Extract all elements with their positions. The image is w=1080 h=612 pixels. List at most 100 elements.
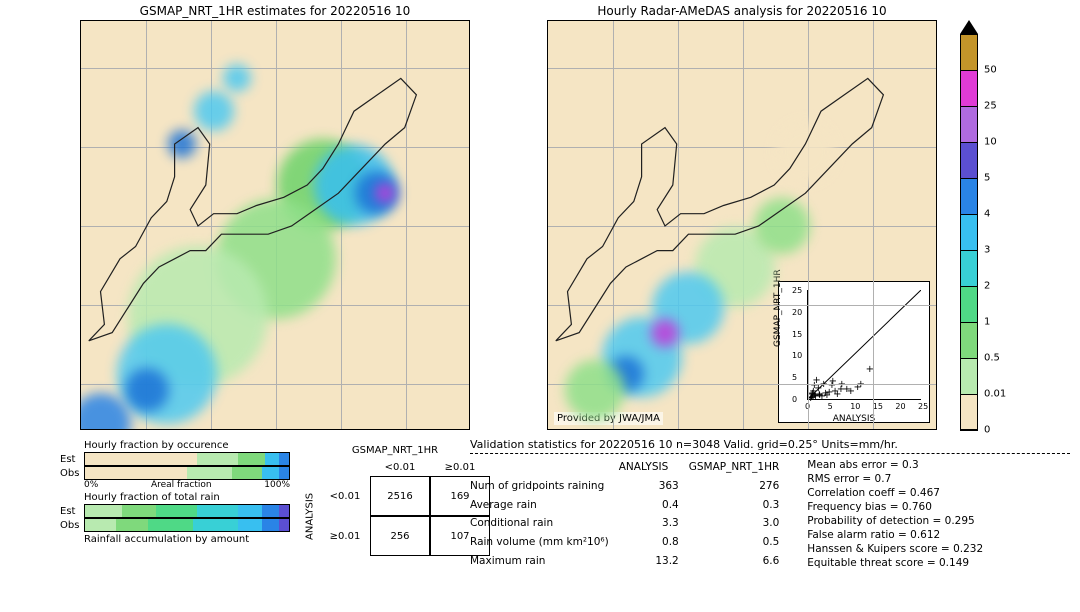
scatter-point: + (866, 368, 870, 372)
contingency-table: GSMAP_NRT_1HR <0.01≥0.01ANALYSIS<0.01251… (300, 445, 490, 556)
colorbar-segment (960, 214, 978, 250)
stats-cell: 0.5 (689, 533, 790, 552)
fraction-bar (84, 518, 290, 532)
stats-cell: 3.3 (619, 514, 689, 533)
colorbar-tick: 1 (984, 317, 990, 328)
scatter-xlabel: ANALYSIS (779, 414, 929, 424)
colorbar-tick: 3 (984, 245, 990, 256)
stats-metric: False alarm ratio = 0.612 (807, 528, 983, 542)
scatter-point: + (833, 393, 837, 397)
ct-empty (300, 458, 320, 476)
ct-col-header: <0.01 (370, 458, 430, 476)
precip-blob (651, 319, 679, 347)
colorbar-tick: 0 (984, 425, 990, 436)
colorbar-tick: 50 (984, 65, 997, 76)
scale-100: 100% (264, 480, 290, 490)
stats-cell: Num of gridpoints raining (470, 477, 619, 496)
ct-row-header: <0.01 (320, 476, 370, 516)
colorbar-segment (960, 178, 978, 214)
colorbar-tick: 4 (984, 209, 990, 220)
colorbar-segment (960, 34, 978, 70)
map-panel-amedas: Hourly Radar-AMeDAS analysis for 2022051… (547, 20, 937, 430)
colorbar-segment (960, 394, 978, 430)
colorbar-segment (960, 106, 978, 142)
stats-metric: RMS error = 0.7 (807, 472, 983, 486)
stats-cell: Rain volume (mm km²10⁶) (470, 533, 619, 552)
contingency-col-title: GSMAP_NRT_1HR (300, 445, 490, 456)
stats-metric: Correlation coeff = 0.467 (807, 486, 983, 500)
scatter-ylabel: GSMAP_NRT_1HR (773, 269, 783, 347)
scatter-point: + (823, 394, 827, 398)
map-panel-gsmap: GSMAP_NRT_1HR estimates for 20220516 10 … (80, 20, 470, 430)
fraction-row-label: Obs (60, 468, 84, 479)
stats-cell: Average rain (470, 495, 619, 514)
ct-cell: 2516 (370, 476, 430, 516)
colorbar-tick: 0.01 (984, 389, 1006, 400)
stats-metric: Hanssen & Kuipers score = 0.232 (807, 542, 983, 556)
stats-cell: 6.6 (689, 551, 790, 570)
fraction-title-2: Hourly fraction of total rain (84, 492, 290, 503)
map-box-amedas: 00551010151520202525++++++++++++++++++++… (547, 20, 937, 430)
precip-blob (194, 91, 234, 131)
colorbar-segment (960, 286, 978, 322)
fraction-row-label: Est (60, 454, 84, 465)
colorbar: 00.010.512345102550 (960, 20, 978, 430)
stats-metric: Probability of detection = 0.295 (807, 514, 983, 528)
precip-blob (223, 64, 251, 92)
stats-metric: Mean abs error = 0.3 (807, 458, 983, 472)
stats-cell: 276 (689, 477, 790, 496)
colorbar-tick: 25 (984, 101, 997, 112)
scale-label: Areal fraction (98, 480, 264, 490)
colorbar-tick: 10 (984, 137, 997, 148)
stats-metric: Frequency bias = 0.760 (807, 500, 983, 514)
fraction-title-3: Rainfall accumulation by amount (84, 534, 290, 545)
map-box-gsmap: 125°E130°E135°E140°E145°E25°N30°N35°N40°… (80, 20, 470, 430)
stats-header: Validation statistics for 20220516 10 n=… (470, 438, 1070, 451)
ct-empty (320, 458, 370, 476)
fraction-bar (84, 504, 290, 518)
precip-blob (565, 360, 625, 420)
precip-blob (754, 198, 810, 254)
scale-0: 0% (84, 480, 98, 490)
fraction-bar (84, 466, 290, 480)
stats-cell: 0.8 (619, 533, 689, 552)
ct-row-header: ≥0.01 (320, 516, 370, 556)
colorbar-arrow-icon (960, 20, 978, 34)
stats-divider (470, 453, 1070, 454)
stats-col-header: GSMAP_NRT_1HR (689, 458, 790, 477)
stats-cell: 3.0 (689, 514, 790, 533)
stats-cell: 363 (619, 477, 689, 496)
colorbar-segment (960, 70, 978, 106)
stats-col-header: ANALYSIS (619, 458, 689, 477)
fraction-row-label: Est (60, 506, 84, 517)
precip-blob (125, 368, 169, 412)
ct-cell: 256 (370, 516, 430, 556)
scatter-point: + (847, 390, 851, 394)
ct-row-title: ANALYSIS (300, 476, 320, 556)
colorbar-segment (960, 142, 978, 178)
map-title-gsmap: GSMAP_NRT_1HR estimates for 20220516 10 (80, 4, 470, 18)
map-title-amedas: Hourly Radar-AMeDAS analysis for 2022051… (547, 4, 937, 18)
stats-table: ANALYSISGSMAP_NRT_1HR Num of gridpoints r… (470, 458, 789, 570)
scatter-point: + (812, 379, 816, 383)
colorbar-segment (960, 322, 978, 358)
fraction-row-label: Obs (60, 520, 84, 531)
stats-cell: 0.4 (619, 495, 689, 514)
colorbar-tick: 5 (984, 173, 990, 184)
fraction-title-1: Hourly fraction by occurence (84, 440, 290, 451)
precip-blob (168, 130, 196, 158)
fraction-bar (84, 452, 290, 466)
stats-cell: Conditional rain (470, 514, 619, 533)
fraction-bars: Hourly fraction by occurence Est Obs 0% A… (60, 438, 290, 546)
stats-col-header (470, 458, 619, 477)
validation-stats: Validation statistics for 20220516 10 n=… (470, 438, 1070, 570)
stats-cell: 13.2 (619, 551, 689, 570)
page: GSMAP_NRT_1HR estimates for 20220516 10 … (0, 0, 1080, 612)
stats-metrics: Mean abs error = 0.3RMS error = 0.7Corre… (807, 458, 983, 570)
stats-cell: 0.3 (689, 495, 790, 514)
scatter-inset: 00551010151520202525++++++++++++++++++++… (778, 281, 930, 423)
colorbar-tick: 0.5 (984, 353, 1000, 364)
colorbar-tick: 2 (984, 281, 990, 292)
stats-metric: Equitable threat score = 0.149 (807, 556, 983, 570)
colorbar-segment (960, 358, 978, 394)
